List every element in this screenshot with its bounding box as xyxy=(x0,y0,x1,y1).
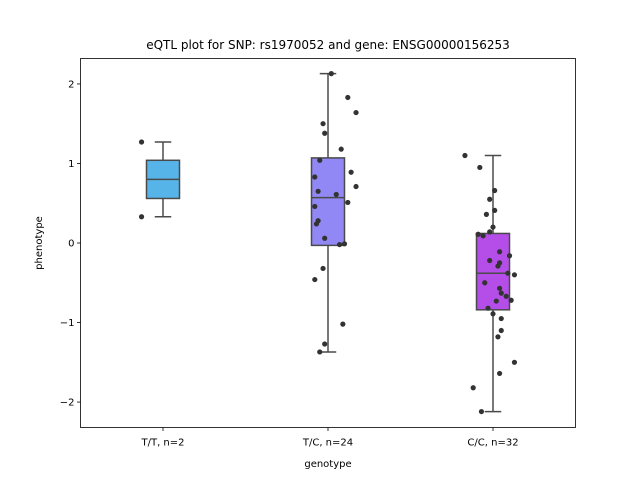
data-point xyxy=(483,211,489,217)
data-point xyxy=(498,290,504,296)
data-point xyxy=(345,199,351,206)
data-point xyxy=(493,298,499,304)
y-tick-label: −1 xyxy=(60,318,75,329)
y-tick-label: 0 xyxy=(68,239,74,250)
data-point xyxy=(353,183,359,190)
data-point xyxy=(475,231,481,237)
data-point xyxy=(487,229,493,235)
data-point xyxy=(490,224,496,230)
data-point xyxy=(497,249,503,255)
data-point xyxy=(138,214,145,220)
data-point xyxy=(328,71,334,77)
data-point xyxy=(317,349,323,355)
data-point xyxy=(505,270,511,276)
plot-area: −2 −1 0 1 2 T/T, n=2 T/C, n=24 C/C, n=32 xyxy=(60,71,519,449)
data-point xyxy=(480,233,486,239)
iqr-box xyxy=(475,232,511,311)
data-point xyxy=(503,293,509,299)
plot-frame xyxy=(80,58,576,428)
data-point xyxy=(506,253,513,259)
data-point xyxy=(348,169,354,175)
data-point xyxy=(497,370,503,377)
data-point xyxy=(492,207,498,213)
y-tick-label: 2 xyxy=(68,79,74,90)
data-point xyxy=(333,191,339,198)
data-point xyxy=(338,146,344,152)
data-point xyxy=(312,174,318,180)
data-point xyxy=(487,196,493,202)
data-point xyxy=(353,109,359,116)
data-point xyxy=(320,265,326,272)
data-point xyxy=(320,121,326,127)
data-point xyxy=(508,297,514,303)
data-point xyxy=(485,305,491,311)
iqr-box xyxy=(310,157,346,247)
data-point xyxy=(487,257,493,264)
data-point xyxy=(498,315,504,322)
x-tick-label: T/T, n=2 xyxy=(140,438,184,449)
chart-title: eQTL plot for SNP: rs1970052 and gene: E… xyxy=(146,38,510,52)
data-point xyxy=(312,276,318,283)
data-point xyxy=(315,188,321,194)
data-point xyxy=(498,327,504,334)
y-tick-label: 1 xyxy=(68,159,74,170)
data-point xyxy=(511,272,518,278)
x-tick-label: C/C, n=32 xyxy=(467,438,518,449)
data-point xyxy=(477,164,483,171)
x-tick-label: T/C, n=24 xyxy=(302,438,353,449)
data-point xyxy=(490,311,496,317)
data-point xyxy=(313,221,320,227)
y-axis-label: phenotype xyxy=(34,216,45,270)
data-point xyxy=(482,280,488,286)
data-point xyxy=(462,152,468,159)
data-point xyxy=(511,359,518,365)
data-point xyxy=(345,94,351,101)
x-axis-label: genotype xyxy=(304,459,351,470)
y-tick-label: −2 xyxy=(60,398,75,409)
data-point xyxy=(138,139,145,145)
data-point xyxy=(341,241,348,247)
data-point xyxy=(336,241,343,248)
data-point xyxy=(470,385,476,391)
data-point xyxy=(317,157,323,163)
data-point xyxy=(312,203,318,210)
data-point xyxy=(322,341,328,347)
data-point xyxy=(322,130,328,136)
data-point xyxy=(478,408,485,415)
data-point xyxy=(495,263,501,269)
data-point xyxy=(495,334,501,340)
data-point xyxy=(322,235,328,241)
data-point xyxy=(492,187,498,194)
data-point xyxy=(340,321,346,327)
data-point xyxy=(497,285,503,291)
